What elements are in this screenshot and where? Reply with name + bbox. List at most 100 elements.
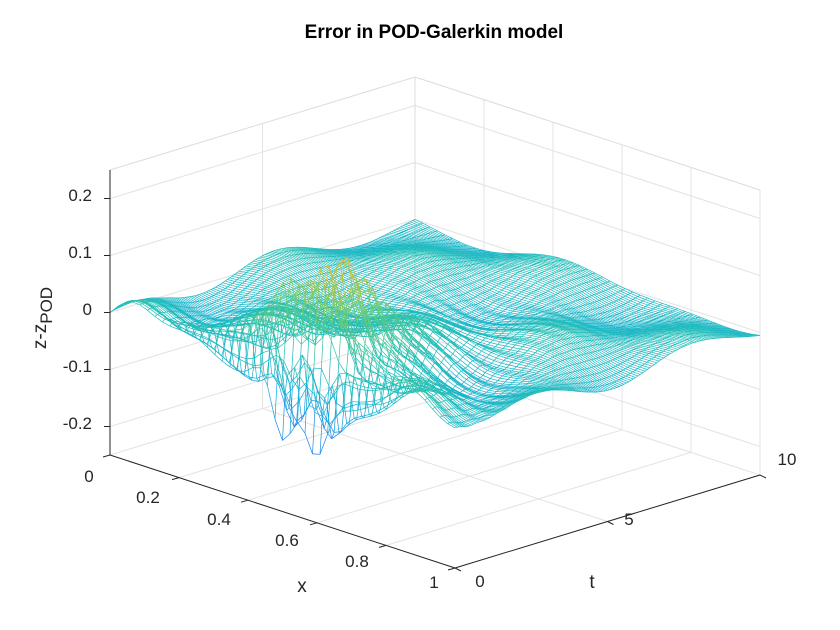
mesh-line xyxy=(465,245,473,249)
mesh-line xyxy=(397,250,405,253)
mesh-line xyxy=(527,273,536,277)
mesh-line xyxy=(444,264,453,270)
mesh-line xyxy=(472,297,481,303)
mesh-line xyxy=(356,258,364,261)
mesh-line xyxy=(697,332,706,336)
mesh-line xyxy=(644,369,648,372)
mesh-line xyxy=(645,297,648,300)
mesh-line xyxy=(543,293,552,298)
mesh-line xyxy=(499,289,502,293)
mesh-line xyxy=(479,259,488,262)
mesh-line xyxy=(628,301,636,306)
mesh-line xyxy=(460,287,469,293)
mesh-line xyxy=(488,275,497,280)
mesh-line xyxy=(529,301,537,305)
mesh-line xyxy=(668,312,676,316)
mesh-line xyxy=(668,353,671,356)
mesh-line xyxy=(617,336,626,339)
mesh-line xyxy=(478,267,486,272)
mesh-line xyxy=(488,281,497,286)
mesh-line xyxy=(535,282,544,287)
mesh-line xyxy=(496,283,499,286)
mesh-line xyxy=(478,302,481,305)
mesh-line xyxy=(635,326,643,328)
mesh-line xyxy=(643,349,652,353)
mesh-line xyxy=(633,312,642,316)
mesh-line xyxy=(658,312,666,315)
mesh-line xyxy=(687,343,690,346)
mesh-line xyxy=(442,235,451,240)
mesh-line xyxy=(710,334,718,339)
mesh-line xyxy=(525,256,534,258)
mesh-line xyxy=(399,252,408,255)
mesh-line xyxy=(370,280,378,284)
mesh-line xyxy=(464,278,473,284)
mesh-line xyxy=(472,257,480,261)
mesh-line xyxy=(548,268,557,273)
mesh-line xyxy=(511,298,520,302)
mesh-line xyxy=(457,253,465,257)
mesh-line xyxy=(670,346,679,350)
mesh-line xyxy=(656,353,659,356)
mesh-line xyxy=(664,338,673,341)
mesh-line xyxy=(490,326,498,329)
mesh-line xyxy=(448,290,457,297)
mesh-line xyxy=(561,276,570,282)
mesh-line xyxy=(528,286,531,289)
mesh-line xyxy=(454,304,462,310)
mesh-line xyxy=(379,237,388,240)
mesh-line xyxy=(452,252,461,257)
mesh-line xyxy=(512,304,520,308)
mesh-line xyxy=(508,317,517,319)
mesh-line xyxy=(593,287,602,293)
mesh-line xyxy=(623,326,631,329)
mesh-line xyxy=(542,284,546,287)
mesh-line xyxy=(359,261,367,265)
mesh-line xyxy=(625,295,634,300)
mesh-line xyxy=(634,318,642,321)
mesh-line xyxy=(568,308,577,314)
mesh-line xyxy=(458,295,467,301)
mesh-line xyxy=(565,297,574,303)
mesh-line xyxy=(477,259,485,263)
mesh-line xyxy=(530,257,539,260)
mesh-line xyxy=(646,322,655,324)
mesh-line xyxy=(562,334,571,339)
mesh-line xyxy=(413,249,422,252)
mesh-line xyxy=(707,319,716,324)
mesh-line xyxy=(481,284,485,287)
mesh-line xyxy=(610,334,618,338)
mesh-line xyxy=(610,295,619,301)
mesh-line xyxy=(555,331,564,335)
mesh-line xyxy=(669,340,678,344)
mesh-line xyxy=(568,273,577,279)
mesh-line xyxy=(559,284,568,290)
mesh-line xyxy=(598,292,607,298)
mesh-line xyxy=(660,352,669,356)
mesh-line xyxy=(410,257,418,261)
mesh-line xyxy=(488,311,497,315)
mesh-line xyxy=(343,255,352,258)
mesh-line xyxy=(375,284,384,288)
mesh-line xyxy=(537,255,546,258)
mesh-line xyxy=(408,248,417,250)
mesh-line xyxy=(437,265,446,271)
mesh-line xyxy=(597,278,606,284)
mesh-line xyxy=(649,321,657,323)
mesh-line xyxy=(382,272,390,276)
mesh-line xyxy=(649,360,657,364)
mesh-line xyxy=(504,302,513,306)
mesh-line xyxy=(560,291,568,297)
mesh-line xyxy=(449,275,458,281)
mesh-line xyxy=(649,365,653,369)
mesh-line xyxy=(664,334,672,337)
mesh-line xyxy=(636,347,644,351)
mesh-line xyxy=(647,297,656,302)
mesh-line xyxy=(649,336,658,338)
mesh-line xyxy=(627,294,636,299)
mesh-line xyxy=(608,325,617,329)
mesh-line xyxy=(489,251,498,254)
mesh-line xyxy=(593,332,602,336)
mesh-line xyxy=(514,303,523,307)
mesh-line xyxy=(562,290,571,296)
